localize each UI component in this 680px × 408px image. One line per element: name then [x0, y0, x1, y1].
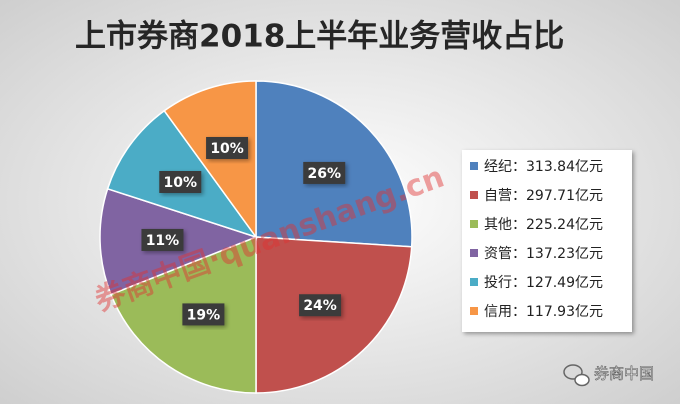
wechat-icon — [563, 364, 583, 380]
data-label-box — [303, 161, 346, 184]
footer-text: 券商中国 — [594, 365, 654, 383]
data-label-box — [299, 294, 342, 317]
data-label-box — [206, 136, 249, 159]
data-label-box — [141, 228, 184, 251]
pie-slice — [163, 80, 257, 240]
legend: 经纪：313.84亿元自营：297.71亿元其他：225.24亿元资管：137.… — [470, 159, 603, 320]
chart-title: 上市券商2018上半年业务营收占比 — [75, 19, 564, 55]
data-label-box — [182, 303, 225, 326]
data-label: 26% — [307, 166, 341, 182]
legend-label: 经纪：313.84亿元 — [484, 159, 603, 175]
legend-swatch — [470, 278, 478, 286]
footer-logo: 券商中国 — [563, 364, 654, 387]
legend-label: 资管：137.23亿元 — [484, 246, 603, 262]
pie: 26% 24% 19% 11% 10% 10% — [99, 80, 413, 394]
data-label: 24% — [303, 298, 337, 314]
legend-label: 投行：127.49亿元 — [484, 275, 603, 291]
legend-swatch — [470, 307, 478, 315]
legend-box — [462, 150, 632, 332]
data-label: 10% — [210, 141, 244, 157]
legend-label: 其他：225.24亿元 — [484, 217, 603, 233]
legend-label: 信用：117.93亿元 — [484, 304, 603, 320]
legend-label: 自营：297.71亿元 — [484, 188, 603, 204]
data-label: 19% — [187, 307, 221, 323]
data-label: 11% — [146, 233, 180, 249]
legend-swatch — [470, 191, 478, 199]
data-label-box — [159, 170, 202, 193]
legend-swatch — [470, 162, 478, 170]
data-label: 10% — [164, 175, 198, 191]
wechat-icon — [574, 373, 590, 387]
legend-swatch — [470, 220, 478, 228]
legend-swatch — [470, 249, 478, 257]
